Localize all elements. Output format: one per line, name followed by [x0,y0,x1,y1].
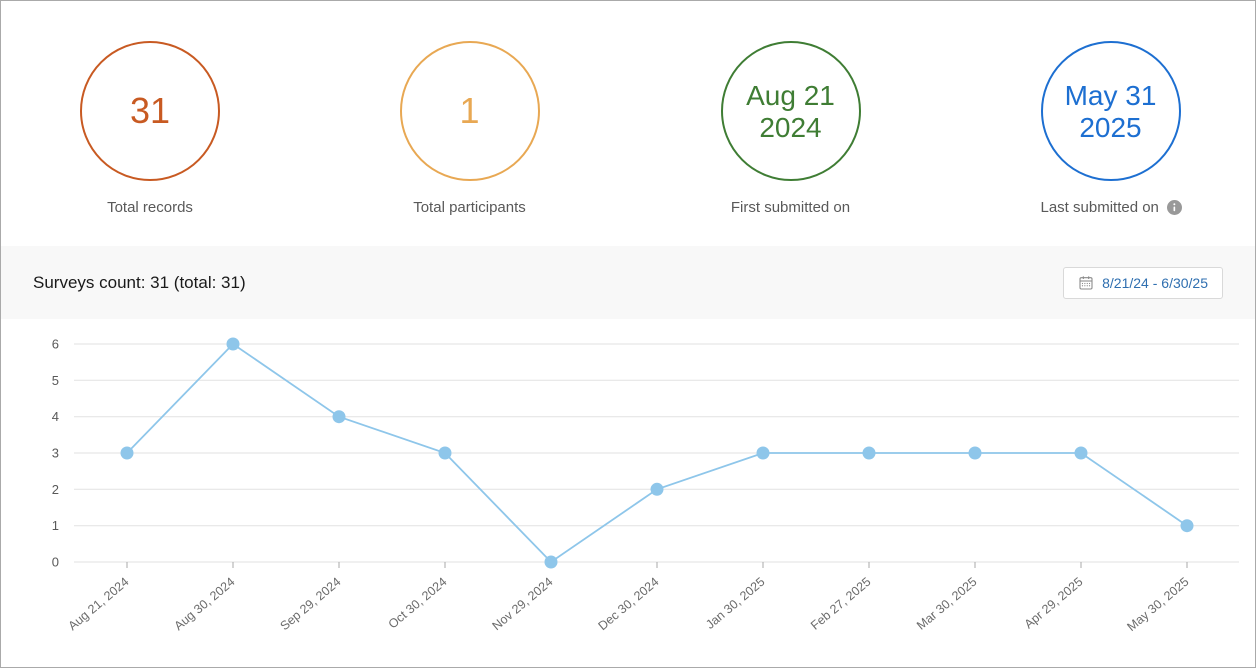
svg-text:3: 3 [52,446,59,461]
svg-text:Dec 30, 2024: Dec 30, 2024 [596,575,662,634]
svg-text:Jan 30, 2025: Jan 30, 2025 [703,575,767,632]
svg-text:4: 4 [52,409,59,424]
svg-text:Aug 30, 2024: Aug 30, 2024 [172,575,238,634]
svg-text:2: 2 [52,482,59,497]
svg-text:Mar 30, 2025: Mar 30, 2025 [914,575,979,633]
svg-text:6: 6 [52,337,59,352]
svg-text:Apr 29, 2025: Apr 29, 2025 [1022,575,1086,632]
svg-text:1: 1 [52,518,59,533]
svg-text:Nov 29, 2024: Nov 29, 2024 [490,575,556,634]
svg-text:Feb 27, 2025: Feb 27, 2025 [808,575,873,633]
svg-text:May 30, 2025: May 30, 2025 [1124,575,1191,634]
svg-text:0: 0 [52,555,59,570]
svg-text:5: 5 [52,373,59,388]
svg-text:Aug 21, 2024: Aug 21, 2024 [66,575,132,634]
svg-text:Oct 30, 2024: Oct 30, 2024 [386,575,450,632]
svg-text:Sep 29, 2024: Sep 29, 2024 [278,575,344,634]
